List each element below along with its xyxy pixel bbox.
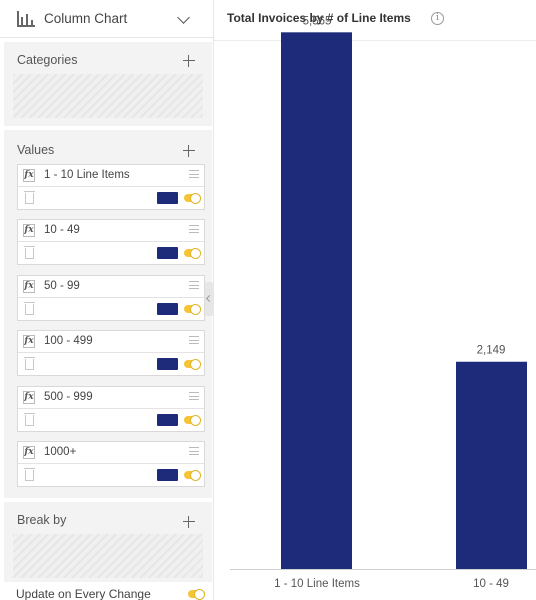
categories-dropzone[interactable] [13,74,203,118]
value-item[interactable]: fx 50 - 99 [17,275,205,321]
formula-icon[interactable]: fx [23,335,35,348]
value-item-name[interactable]: 1 - 10 Line Items [44,169,130,181]
value-item-name[interactable]: 1000+ [44,446,77,458]
value-item[interactable]: fx 500 - 999 [17,386,205,432]
categories-section: Categories [4,42,212,126]
bar[interactable] [456,361,527,569]
add-value-plus-icon[interactable] [183,145,195,157]
chart-type-selector[interactable]: Column Chart [0,0,213,38]
visibility-toggle[interactable] [184,193,201,204]
trash-icon[interactable] [24,246,35,259]
column-chart-icon [17,10,35,27]
trash-icon[interactable] [24,413,35,426]
chart-type-label: Column Chart [44,11,128,26]
trash-icon[interactable] [24,357,35,370]
color-swatch[interactable] [157,414,178,426]
column-chart: 5,565 1 - 10 Line Items 2,149 10 - 49 [230,15,536,590]
visibility-toggle[interactable] [184,304,201,315]
break-by-section: Break by [4,502,212,582]
x-tick-label: 10 - 49 [473,578,509,590]
value-item[interactable]: fx 1000+ [17,441,205,487]
value-item[interactable]: fx 100 - 499 [17,330,205,376]
values-section: Values fx 1 - 10 Line Items fx 10 - 49 [4,130,212,498]
color-swatch[interactable] [157,192,178,204]
widget-editor-panel: Column Chart Categories Values fx 1 - 10… [0,0,213,600]
formula-icon[interactable]: fx [23,280,35,293]
formula-icon[interactable]: fx [23,391,35,404]
value-item-name[interactable]: 500 - 999 [44,391,93,403]
drag-handle-icon[interactable] [189,170,199,178]
trash-icon[interactable] [24,302,35,315]
value-item-name[interactable]: 10 - 49 [44,224,80,236]
update-on-change-label: Update on Every Change [16,587,151,600]
formula-icon[interactable]: fx [23,224,35,237]
info-icon[interactable]: i [431,12,444,25]
add-category-plus-icon[interactable] [183,55,195,67]
value-item-name[interactable]: 100 - 499 [44,335,93,347]
break-by-dropzone[interactable] [13,534,203,578]
bar[interactable] [281,32,352,570]
break-by-title: Break by [17,513,67,527]
color-swatch[interactable] [157,358,178,370]
x-tick-label: 1 - 10 Line Items [274,578,360,590]
formula-icon[interactable]: fx [23,169,35,182]
trash-icon[interactable] [24,468,35,481]
title-divider [214,40,536,41]
color-swatch[interactable] [157,247,178,259]
drag-handle-icon[interactable] [189,447,199,455]
drag-handle-icon[interactable] [189,281,199,289]
value-item[interactable]: fx 10 - 49 [17,219,205,265]
value-item[interactable]: fx 1 - 10 Line Items [17,164,205,210]
data-label: 5,565 [303,15,332,27]
chart-area: Total Invoices by # of Line Items i 5,56… [213,0,536,600]
color-swatch[interactable] [157,303,178,315]
trash-icon[interactable] [24,191,35,204]
panel-collapse-handle[interactable] [205,282,213,316]
visibility-toggle[interactable] [184,359,201,370]
value-item-name[interactable]: 50 - 99 [44,280,80,292]
color-swatch[interactable] [157,469,178,481]
visibility-toggle[interactable] [184,248,201,259]
formula-icon[interactable]: fx [23,446,35,459]
categories-title: Categories [17,53,78,67]
values-title: Values [17,143,55,157]
drag-handle-icon[interactable] [189,336,199,344]
data-label: 2,149 [477,345,506,357]
visibility-toggle[interactable] [184,415,201,426]
update-on-change-toggle[interactable] [188,589,205,600]
chevron-down-icon[interactable] [177,11,190,24]
add-break-by-plus-icon[interactable] [183,516,195,528]
chart-title: Total Invoices by # of Line Items [227,11,411,25]
visibility-toggle[interactable] [184,470,201,481]
drag-handle-icon[interactable] [189,225,199,233]
drag-handle-icon[interactable] [189,392,199,400]
